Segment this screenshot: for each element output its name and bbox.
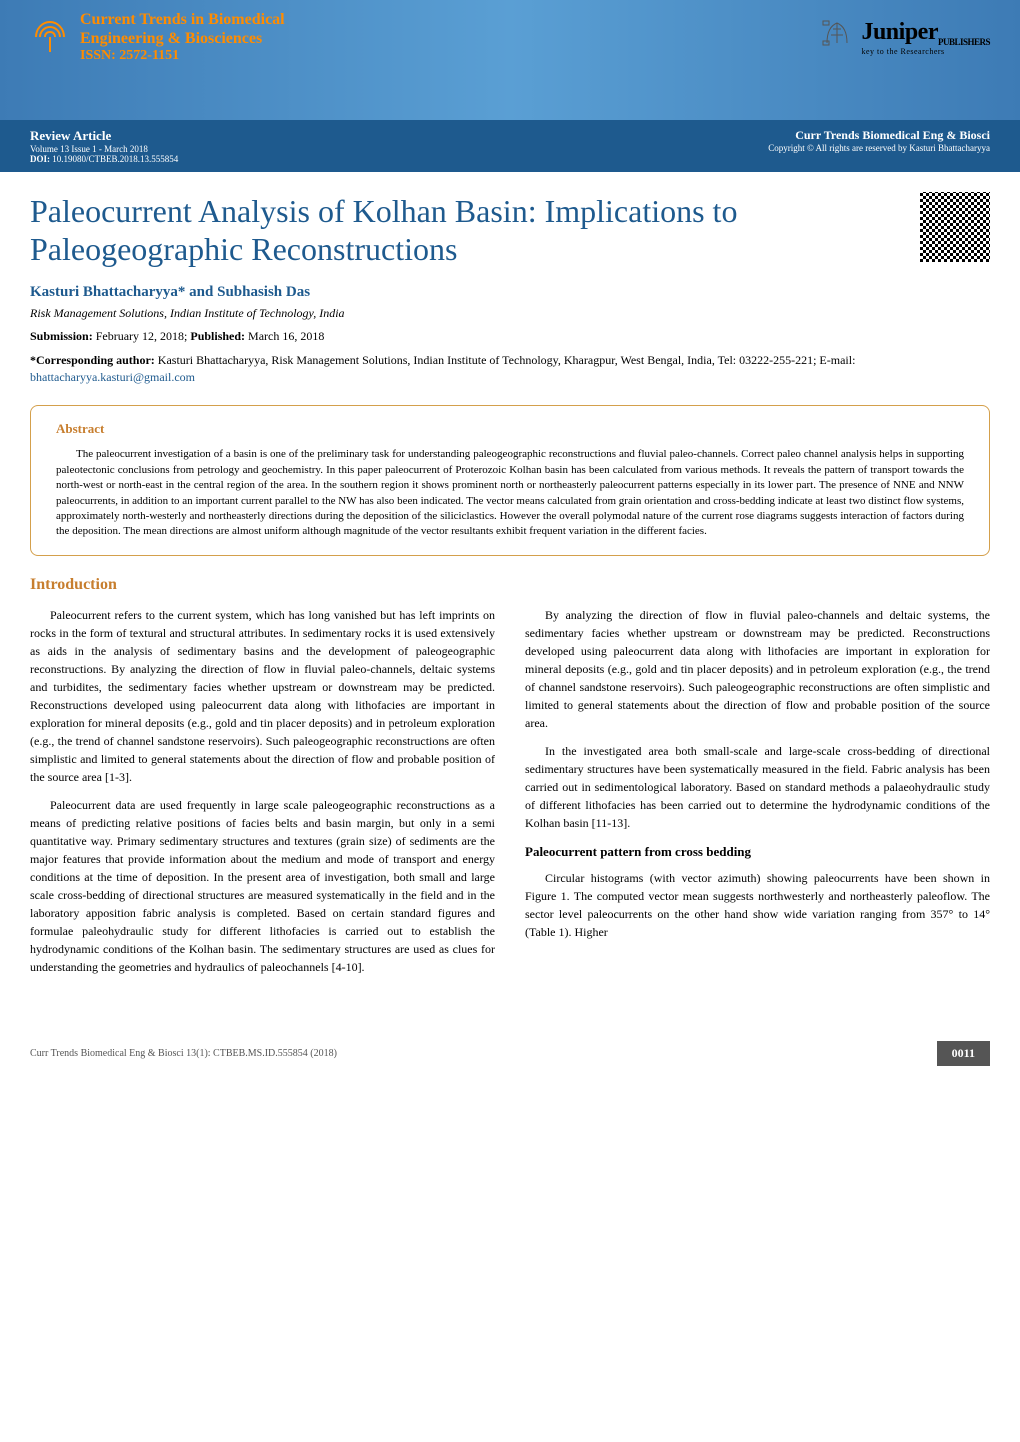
article-meta-left: Review Article Volume 13 Issue 1 - March… [30, 128, 178, 164]
copyright-text: Copyright © All rights are reserved by K… [768, 143, 990, 153]
article-title: Paleocurrent Analysis of Kolhan Basin: I… [30, 192, 900, 269]
publisher-logo: JuniperPUBLISHERS key to the Researchers [819, 15, 990, 59]
footer-citation: Curr Trends Biomedical Eng & Biosci 13(1… [30, 1048, 337, 1059]
journal-title-line2: Engineering & Biosciences [80, 29, 285, 48]
affiliation: Risk Management Solutions, Indian Instit… [30, 306, 990, 321]
article-meta-right: Curr Trends Biomedical Eng & Biosci Copy… [768, 128, 990, 164]
authors: Kasturi Bhattacharyya* and Subhasish Das [30, 284, 990, 301]
page-number: 0011 [937, 1041, 990, 1066]
intro-paragraph-2: Paleocurrent data are used frequently in… [30, 796, 495, 976]
volume-info: Volume 13 Issue 1 - March 2018 [30, 144, 178, 154]
abstract-heading: Abstract [56, 421, 964, 437]
email-link[interactable]: bhattacharyya.kasturi@gmail.com [30, 370, 195, 384]
submission-line: Submission: February 12, 2018; Published… [30, 329, 990, 344]
journal-logo-area: Current Trends in Biomedical Engineering… [30, 10, 285, 64]
intro-paragraph-3: By analyzing the direction of flow in fl… [525, 606, 990, 732]
qr-code[interactable] [920, 192, 990, 262]
header-band: Current Trends in Biomedical Engineering… [0, 0, 1020, 120]
header-bottom-band: Review Article Volume 13 Issue 1 - March… [0, 120, 1020, 172]
journal-title-block: Current Trends in Biomedical Engineering… [80, 10, 285, 64]
intro-paragraph-1: Paleocurrent refers to the current syste… [30, 606, 495, 786]
journal-title-line1: Current Trends in Biomedical [80, 10, 285, 29]
abstract-text: The paleocurrent investigation of a basi… [56, 447, 964, 539]
header-top: Current Trends in Biomedical Engineering… [30, 10, 990, 64]
subsection-heading: Paleocurrent pattern from cross bedding [525, 842, 990, 862]
journal-issn: ISSN: 2572-1151 [80, 48, 285, 64]
article-type: Review Article [30, 128, 178, 144]
publisher-text-block: JuniperPUBLISHERS key to the Researchers [861, 19, 990, 56]
publisher-name: JuniperPUBLISHERS [861, 19, 990, 47]
corresponding-author: *Corresponding author: Kasturi Bhattacha… [30, 352, 990, 386]
doi-info: DOI: 10.19080/CTBEB.2018.13.555854 [30, 154, 178, 164]
journal-fingerprint-icon [30, 17, 70, 57]
intro-paragraph-4: In the investigated area both small-scal… [525, 742, 990, 832]
publisher-leaf-icon [819, 15, 855, 59]
abstract-box: Abstract The paleocurrent investigation … [30, 405, 990, 555]
body-columns: Paleocurrent refers to the current syste… [30, 606, 990, 976]
publisher-tagline: key to the Researchers [861, 47, 990, 56]
subsection-paragraph-1: Circular histograms (with vector azimuth… [525, 869, 990, 941]
footer: Curr Trends Biomedical Eng & Biosci 13(1… [0, 1026, 1020, 1081]
introduction-heading: Introduction [30, 576, 990, 594]
title-row: Paleocurrent Analysis of Kolhan Basin: I… [30, 192, 990, 269]
journal-short-name: Curr Trends Biomedical Eng & Biosci [768, 128, 990, 143]
main-content: Paleocurrent Analysis of Kolhan Basin: I… [0, 172, 1020, 996]
